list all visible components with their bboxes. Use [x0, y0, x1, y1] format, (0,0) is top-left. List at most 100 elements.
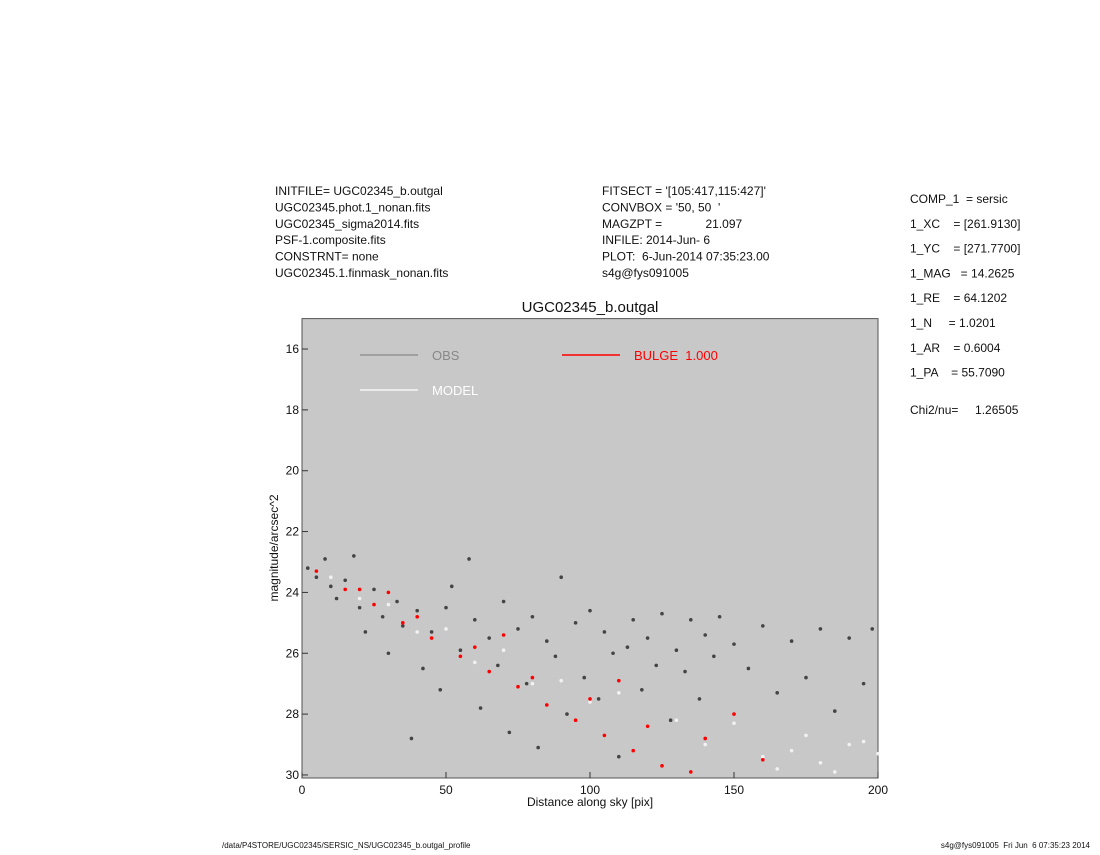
- footer-left: /data/P4STORE/UGC02345/SERSIC_NS/UGC0234…: [222, 841, 471, 850]
- point: [449, 584, 454, 589]
- header-right: 1_MAG = 14.2625: [910, 266, 1015, 280]
- point: [602, 630, 607, 634]
- point: [617, 678, 621, 683]
- point: [314, 575, 319, 580]
- y-tick-label: 16: [286, 342, 300, 356]
- point: [530, 681, 535, 686]
- point: [804, 675, 808, 680]
- point: [473, 617, 477, 622]
- point: [386, 602, 391, 607]
- point: [363, 630, 368, 634]
- point: [596, 697, 601, 701]
- point: [536, 745, 540, 750]
- point: [334, 596, 339, 601]
- point: [689, 770, 693, 774]
- point: [732, 642, 736, 646]
- point: [746, 666, 751, 671]
- point: [565, 712, 569, 716]
- point: [545, 703, 549, 707]
- x-tick-label: 100: [580, 783, 600, 797]
- point: [415, 614, 420, 619]
- point: [553, 654, 558, 659]
- point: [507, 730, 512, 735]
- y-axis-label: magnitude/arcsec^2: [267, 494, 281, 601]
- point: [343, 578, 348, 583]
- point: [415, 608, 420, 613]
- point: [640, 687, 644, 692]
- point: [631, 748, 635, 753]
- x-axis-label: Distance along sky [pix]: [527, 795, 653, 809]
- legend-label: MODEL: [432, 383, 478, 398]
- point: [717, 614, 722, 619]
- header-middle: INFILE: 2014-Jun- 6: [602, 233, 710, 247]
- point: [674, 718, 679, 722]
- point: [329, 575, 333, 580]
- point: [588, 608, 592, 613]
- point: [524, 681, 529, 686]
- point: [401, 621, 405, 625]
- plot-area: [301, 318, 879, 779]
- header-left: INITFILE= UGC02345_b.outgal: [275, 184, 443, 198]
- header-right: COMP_1 = sersic: [910, 192, 1008, 206]
- point: [732, 721, 736, 726]
- point: [712, 654, 716, 659]
- point: [438, 687, 443, 692]
- point: [314, 569, 319, 573]
- header-left: CONSTRNT= none: [275, 250, 379, 264]
- x-tick-label: 150: [724, 783, 744, 797]
- point: [789, 748, 794, 753]
- header-right: 1_PA = 55.7090: [910, 366, 1005, 380]
- header-middle: MAGZPT = 21.097: [602, 217, 742, 231]
- point: [357, 596, 362, 601]
- point: [697, 697, 702, 701]
- point: [645, 636, 650, 640]
- point: [516, 627, 520, 631]
- point: [530, 675, 535, 680]
- point: [818, 760, 823, 765]
- x-tick-label: 50: [439, 783, 453, 797]
- point: [870, 627, 875, 631]
- point: [703, 742, 707, 747]
- point: [458, 654, 463, 659]
- point: [444, 627, 448, 631]
- legend-label: BULGE 1.000: [634, 348, 718, 363]
- point: [343, 587, 348, 592]
- y-tick-label: 20: [286, 464, 300, 478]
- point: [501, 633, 506, 637]
- point: [611, 651, 615, 656]
- header-left: PSF-1.composite.fits: [275, 233, 386, 247]
- chart-title: UGC02345_b.outgal: [522, 299, 659, 316]
- point: [530, 614, 535, 619]
- point: [357, 605, 362, 610]
- point: [617, 754, 621, 759]
- header-right: 1_YC = [271.7700]: [910, 242, 1020, 256]
- point: [775, 691, 779, 695]
- point: [861, 681, 866, 686]
- point: [654, 663, 659, 668]
- point: [372, 602, 376, 607]
- header-left: UGC02345.phot.1_nonan.fits: [275, 200, 430, 214]
- point: [761, 757, 765, 762]
- point: [645, 724, 650, 729]
- point: [372, 587, 376, 592]
- point: [386, 651, 391, 656]
- point: [625, 645, 630, 649]
- point: [847, 742, 851, 747]
- point: [703, 736, 707, 741]
- point: [588, 697, 592, 701]
- footer-right: s4g@fys091005 Fri Jun 6 07:35:23 2014: [941, 841, 1091, 850]
- point: [305, 566, 310, 570]
- point: [668, 718, 673, 722]
- point: [487, 669, 492, 674]
- point: [847, 636, 851, 640]
- point: [323, 557, 327, 561]
- point: [833, 709, 837, 713]
- header-left: UGC02345_sigma2014.fits: [275, 217, 419, 231]
- point: [732, 712, 736, 716]
- y-tick-label: 28: [286, 707, 300, 721]
- point: [409, 736, 414, 741]
- chi2: Chi2/nu= 1.26505: [910, 403, 1019, 417]
- y-tick-label: 24: [286, 585, 300, 599]
- point: [559, 575, 563, 580]
- point: [861, 739, 866, 744]
